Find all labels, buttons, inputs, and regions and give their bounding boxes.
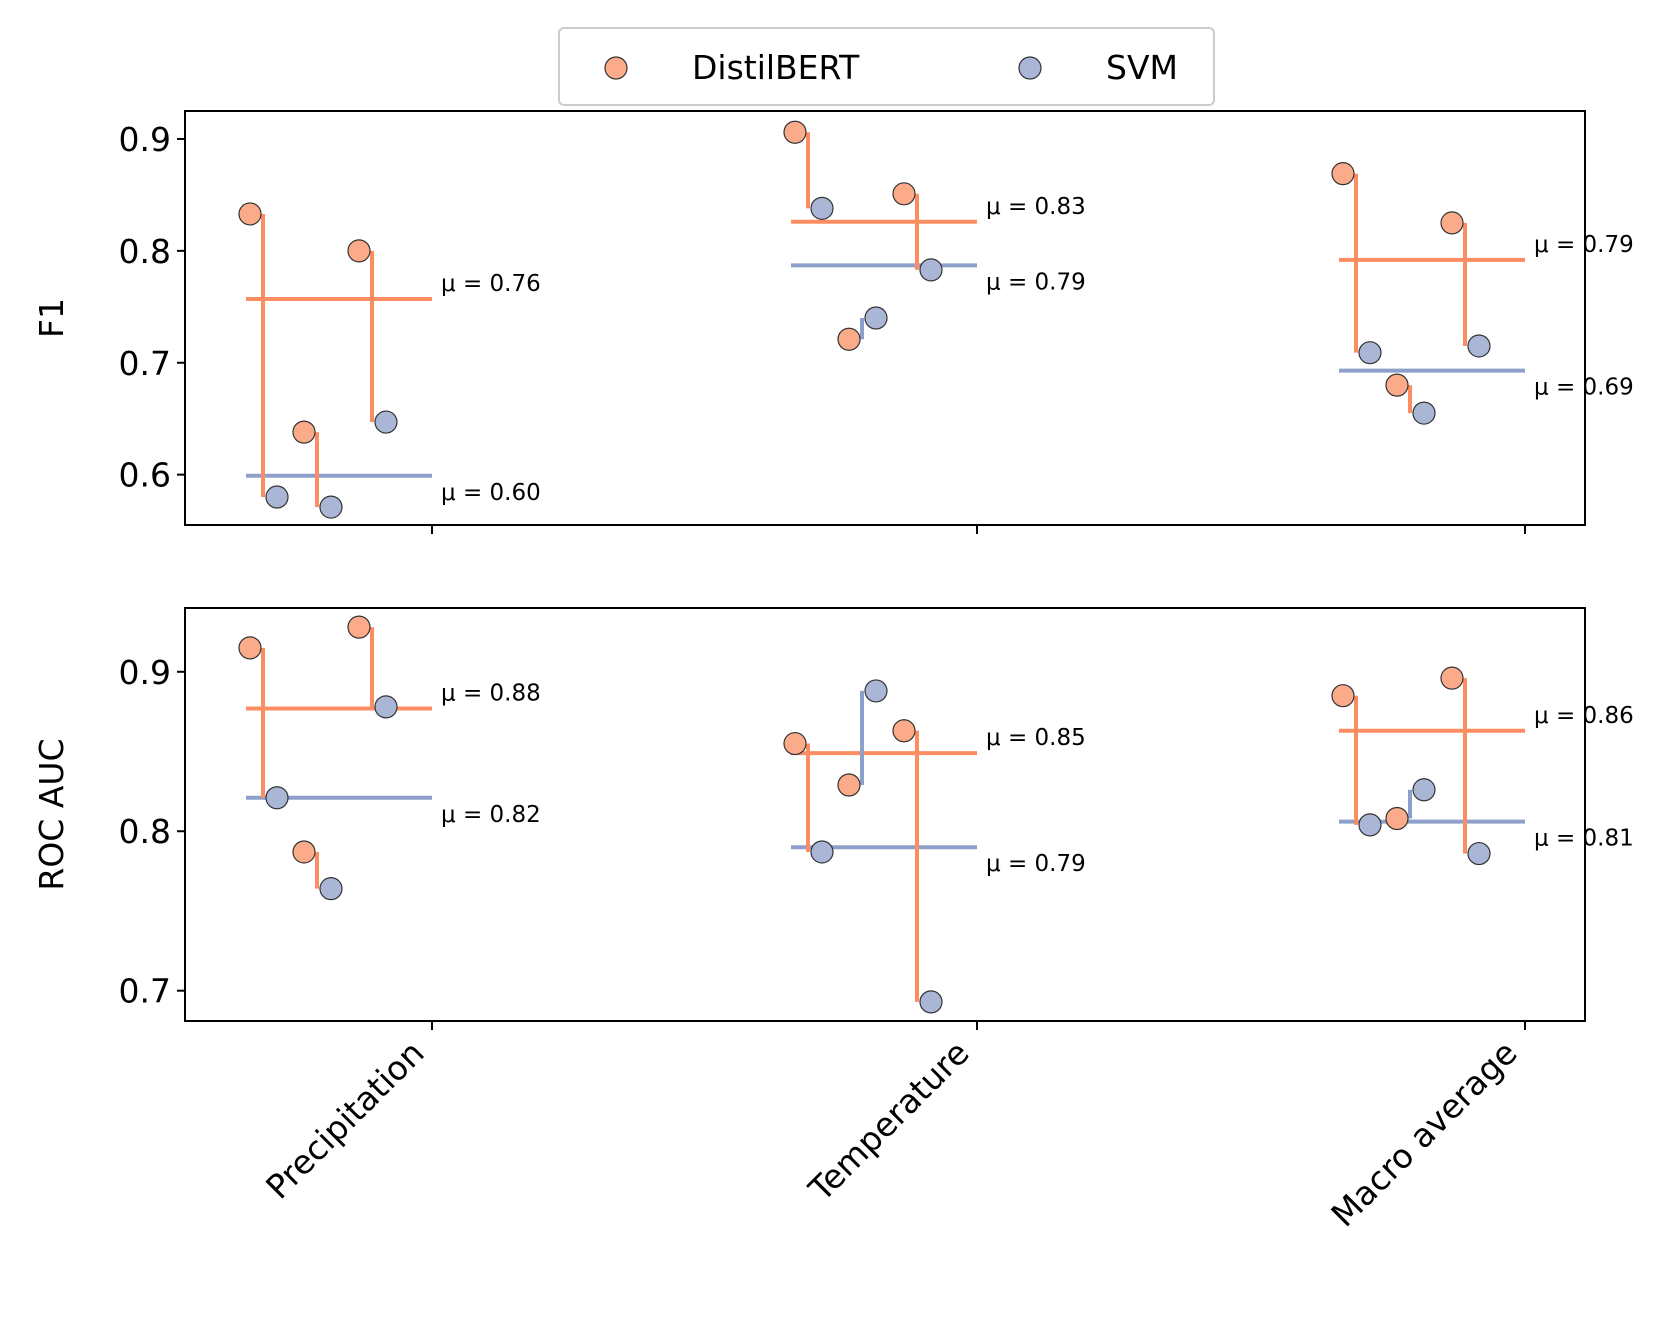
distilbert-point: [1440, 666, 1464, 690]
svm-point: [374, 695, 398, 719]
group-precipitation: μ = 0.76 μ = 0.60: [238, 202, 541, 519]
distilbert-point: [1440, 211, 1464, 235]
category-label: Temperature: [801, 1033, 977, 1209]
svm-point: [319, 877, 343, 901]
distilbert-point: [1385, 806, 1409, 831]
distilbert-point: [292, 840, 316, 864]
svm-point: [919, 258, 943, 282]
legend: DistilBERT SVM: [558, 27, 1215, 106]
svm-mean-label: μ = 0.69: [1534, 375, 1634, 401]
distilbert-mean-label: μ = 0.83: [986, 194, 1086, 220]
axes-frame: [184, 110, 1586, 526]
y-tick-label: 0.8: [119, 232, 171, 271]
distilbert-point: [783, 731, 807, 756]
group-macro-average: μ = 0.79 μ = 0.69: [1331, 162, 1634, 425]
group-precipitation: μ = 0.88 μ = 0.82: [238, 615, 541, 901]
group-temperature: μ = 0.83 μ = 0.79: [783, 120, 1086, 351]
legend-distilbert-label: DistilBERT: [692, 48, 860, 87]
distilbert-point: [238, 202, 262, 226]
legend-svm-marker: [1018, 56, 1042, 80]
svm-mean-label: μ = 0.60: [441, 480, 541, 506]
y-tick-label: 0.7: [119, 344, 171, 383]
distilbert-point: [238, 636, 262, 660]
legend-frame: [558, 27, 1215, 106]
distilbert-point: [1331, 684, 1355, 708]
y-tick-label: 0.8: [119, 812, 171, 851]
distilbert-point: [347, 615, 371, 639]
category-label: Precipitation: [258, 1033, 431, 1206]
distilbert-point: [783, 120, 807, 144]
svm-mean-label: μ = 0.81: [1534, 826, 1634, 852]
panel-roc-auc: 0.7 0.8 0.9 ROC AUC μ = 0.88 μ = 0.82 μ = 0.85…: [32, 607, 1634, 1030]
distilbert-point: [1385, 373, 1409, 397]
svm-point: [919, 990, 943, 1014]
svm-point: [1467, 334, 1491, 358]
y-tick-label: 0.9: [119, 120, 171, 159]
distilbert-point: [892, 182, 916, 206]
svm-point: [810, 196, 834, 220]
svm-point: [810, 840, 834, 864]
distilbert-mean-label: μ = 0.79: [1534, 232, 1634, 258]
svm-point: [265, 485, 289, 509]
distilbert-point: [1331, 162, 1355, 186]
svm-point: [1412, 778, 1436, 802]
svm-point: [1467, 841, 1491, 866]
svm-mean-label: μ = 0.82: [441, 802, 541, 828]
group-macro-average: μ = 0.86 μ = 0.81: [1331, 666, 1634, 866]
distilbert-mean-label: μ = 0.85: [986, 725, 1086, 751]
category-label: Macro average: [1324, 1033, 1525, 1234]
axes-frame: [184, 607, 1586, 1022]
svm-point: [319, 495, 343, 519]
group-temperature: μ = 0.85 μ = 0.79: [783, 679, 1086, 1014]
y-tick-label: 0.9: [119, 653, 171, 692]
distilbert-point: [347, 239, 371, 263]
distilbert-point: [292, 420, 316, 444]
distilbert-point: [837, 773, 861, 797]
svm-point: [1358, 341, 1382, 365]
legend-svm-label: SVM: [1106, 48, 1178, 87]
legend-distilbert-marker: [604, 56, 628, 80]
y-axis-label: F1: [32, 298, 71, 338]
svm-point: [374, 410, 398, 434]
svm-point: [864, 679, 888, 703]
distilbert-point: [837, 327, 861, 351]
y-tick-label: 0.6: [119, 456, 171, 495]
distilbert-point: [892, 719, 916, 743]
svm-point: [1358, 813, 1382, 837]
svm-point: [864, 306, 888, 330]
svm-point: [265, 786, 289, 810]
svm-mean-label: μ = 0.79: [986, 269, 1086, 295]
svm-mean-label: μ = 0.79: [986, 851, 1086, 877]
distilbert-mean-label: μ = 0.88: [441, 680, 541, 706]
distilbert-mean-label: μ = 0.76: [441, 271, 541, 297]
y-tick-label: 0.7: [119, 972, 171, 1011]
y-axis-label: ROC AUC: [32, 738, 71, 890]
distilbert-mean-label: μ = 0.86: [1534, 703, 1634, 729]
svm-point: [1412, 401, 1436, 425]
